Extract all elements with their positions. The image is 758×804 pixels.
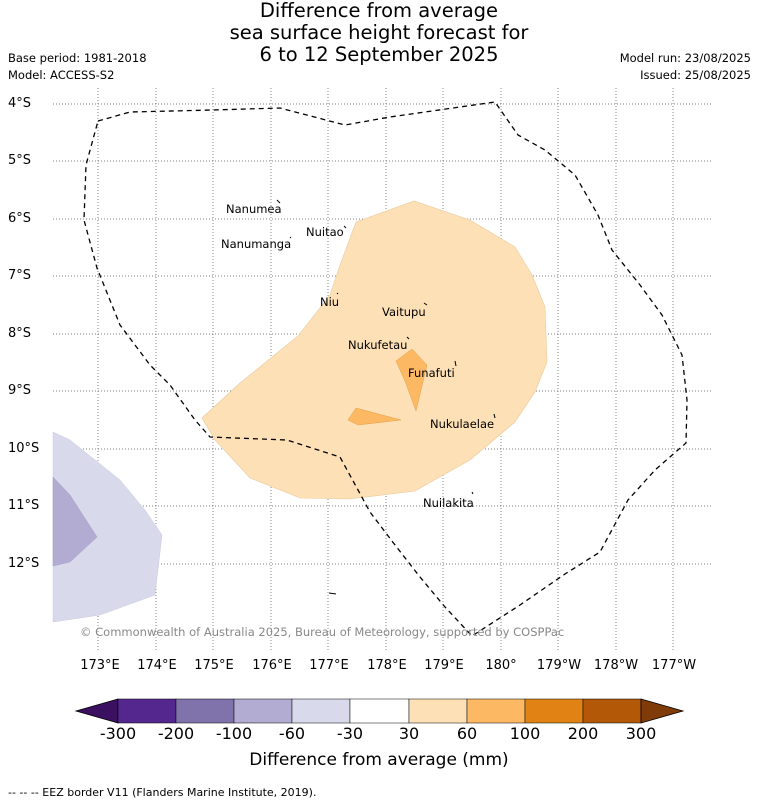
island-mark-nanumanga — [289, 236, 292, 239]
island-mark-nuilakita — [471, 491, 474, 495]
meta-right: Model run: 23/08/2025 Issued: 25/08/2025 — [620, 50, 751, 84]
island-label-nukufetau: Nukufetau — [348, 338, 408, 352]
colorbar-bin-2 — [175, 698, 235, 724]
model-run: Model run: 23/08/2025 — [619, 51, 751, 65]
lon-label-175e: 175°E — [194, 658, 234, 673]
lat-label-6s: 6°S — [8, 211, 32, 226]
colorbar-tick-30: 30 — [398, 724, 420, 743]
model-name: Model: ACCESS-S2 — [8, 68, 115, 82]
island-mark-nuitao — [343, 225, 347, 229]
lon-label-176e: 176°E — [252, 658, 292, 673]
lon-label-180: 180° — [485, 658, 517, 673]
island-mark-nukufetau — [406, 336, 410, 340]
colorbar-tick-300: 300 — [625, 724, 657, 743]
title-line-1: Difference from average — [259, 0, 499, 22]
lat-label-9s: 9°S — [8, 383, 32, 398]
island-label-nukulaelae: Nukulaelae — [430, 417, 495, 431]
island-label-nuilakita: Nuilakita — [423, 496, 474, 510]
colorbar-arrow-high — [640, 698, 685, 724]
lat-label-12s: 12°S — [8, 556, 40, 571]
copyright-notice: © Commonwealth of Australia 2025, Bureau… — [80, 625, 565, 639]
base-period: Base period: 1981-2018 — [8, 51, 147, 65]
issued-date: Issued: 25/08/2025 — [640, 68, 751, 82]
lon-label-178e: 178°E — [367, 658, 407, 673]
colorbar-bin-9 — [582, 698, 642, 724]
colorbar-bin-5 — [349, 698, 410, 724]
colorbar-bin-1 — [117, 698, 177, 724]
colorbar-bin-8 — [524, 698, 584, 724]
lon-label-177e: 177°E — [309, 658, 349, 673]
anomaly-region-pos60-a — [395, 348, 428, 412]
lat-label-4s: 4°S — [8, 96, 32, 111]
anomaly-region-pos30 — [201, 200, 548, 500]
anomaly-region-neg60 — [52, 476, 98, 567]
colorbar-tick-neg200: -200 — [157, 724, 195, 743]
island-mark-funafuti — [454, 360, 457, 367]
lat-label-11s: 11°S — [8, 498, 40, 513]
colorbar-label: Difference from average (mm) — [249, 750, 509, 770]
island-label-nuitao: Nuitao — [306, 225, 344, 239]
island-label-vaitupu: Vaitupu — [382, 305, 426, 319]
island-label-funafuti: Funafuti — [408, 366, 455, 380]
island-label-nanumea: Nanumea — [226, 202, 282, 216]
colorbar-tick-neg300: -300 — [99, 724, 137, 743]
title-line-2: sea surface height forecast for — [229, 21, 529, 44]
lon-label-179w: 179°W — [536, 658, 582, 673]
island-mark-nanumea — [276, 199, 281, 204]
lon-label-179e: 179°E — [424, 658, 464, 673]
colorbar-tick-neg30: -30 — [336, 724, 364, 743]
island-label-niu: Niu — [320, 295, 340, 309]
colorbar-arrow-low — [74, 698, 119, 724]
lat-label-10s: 10°S — [8, 441, 40, 456]
island-mark-nukulaelae — [493, 413, 496, 419]
colorbar-tick-100: 100 — [509, 724, 541, 743]
island-mark-vaitupu — [423, 302, 428, 306]
anomaly-region-neg30 — [52, 431, 163, 623]
colorbar-tick-neg60: -60 — [278, 724, 306, 743]
island-mark-sw — [328, 592, 337, 595]
colorbar-bin-7 — [466, 698, 526, 724]
anomaly-region-pos60-b — [347, 407, 402, 426]
eez-border — [83, 101, 688, 637]
map-title: Difference from average sea surface heig… — [0, 0, 758, 66]
title-line-3: 6 to 12 September 2025 — [259, 43, 499, 66]
lon-label-177w: 177°W — [651, 658, 697, 673]
island-mark-niu — [336, 292, 339, 295]
lon-label-178w: 178°W — [593, 658, 639, 673]
lon-label-174e: 174°E — [137, 658, 177, 673]
lon-label-173e: 173°E — [80, 658, 120, 673]
colorbar-bin-3 — [233, 698, 293, 724]
colorbar-tick-200: 200 — [567, 724, 599, 743]
eez-footnote: -- -- -- EEZ border V11 (Flanders Marine… — [8, 786, 317, 799]
colorbar-bin-6 — [408, 698, 468, 724]
colorbar-bin-4 — [291, 698, 351, 724]
colorbar-tick-neg100: -100 — [215, 724, 253, 743]
lat-label-5s: 5°S — [8, 153, 32, 168]
island-label-nanumanga: Nanumanga — [221, 237, 292, 251]
lat-label-8s: 8°S — [8, 326, 32, 341]
meta-left: Base period: 1981-2018 Model: ACCESS-S2 — [8, 50, 147, 84]
lat-label-7s: 7°S — [8, 268, 32, 283]
colorbar-tick-60: 60 — [456, 724, 478, 743]
island-marks — [276, 199, 496, 595]
